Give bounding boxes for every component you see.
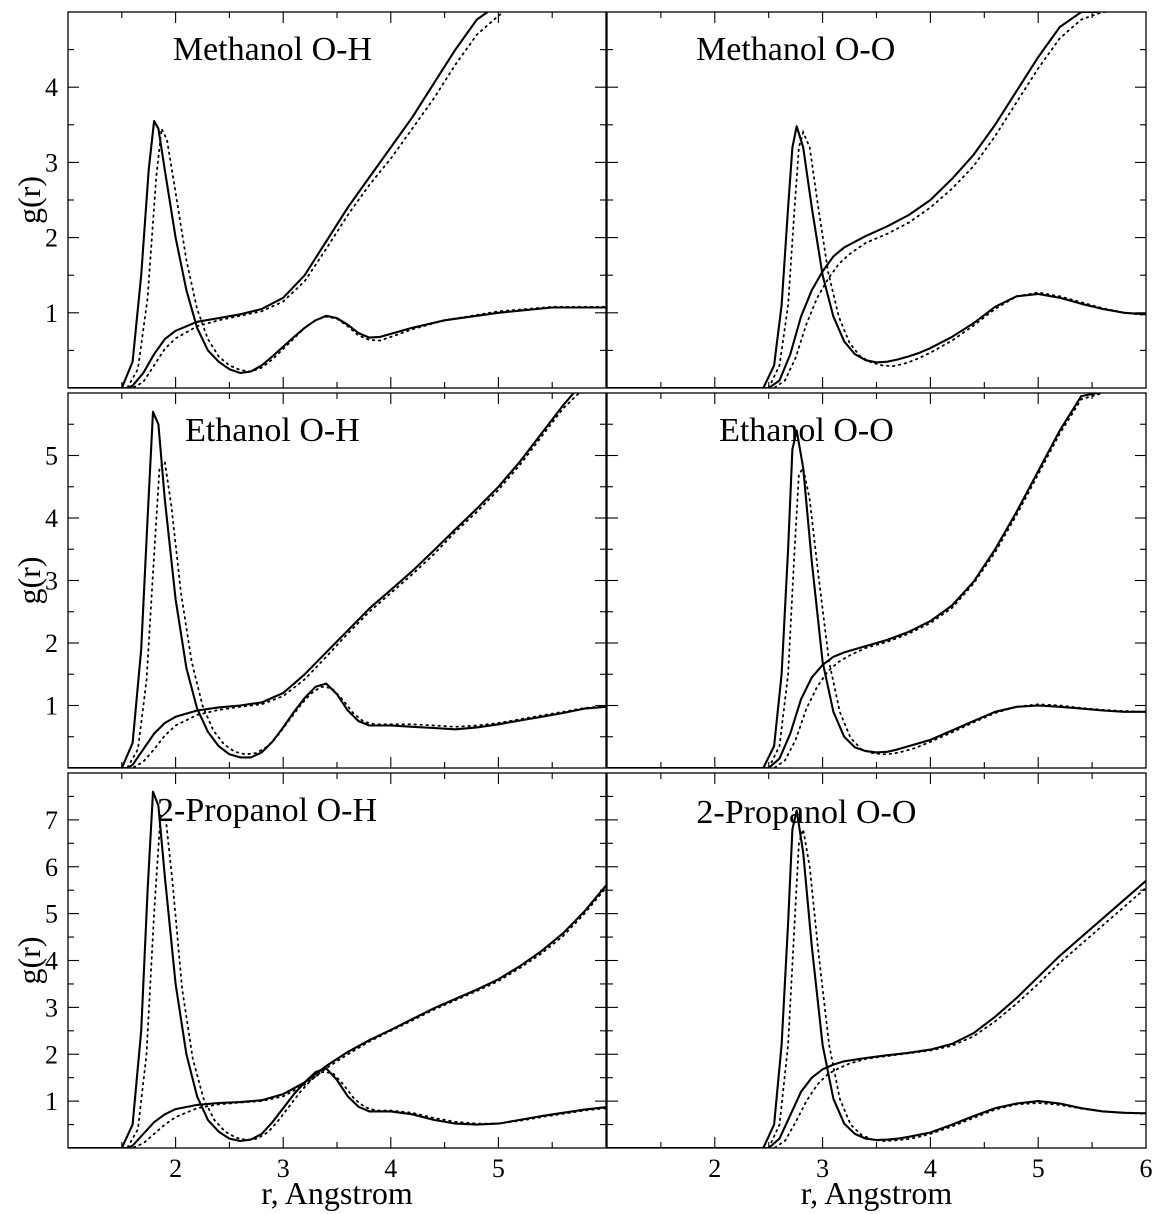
curves [68,790,606,1148]
panel-title: Methanol O-O [696,31,895,68]
panel-frame [67,772,607,1149]
x-tick-label: 3 [277,1154,290,1183]
y-tick-label: 4 [45,947,58,976]
dotted-curve-2 [607,465,1146,768]
dotted-curve-4 [68,886,606,1148]
y-tick-label: 3 [45,567,58,596]
solid-curve-3 [68,884,606,1148]
curves [68,12,606,388]
solid-curve-3 [607,880,1146,1148]
x-tick-label: 5 [492,1154,505,1183]
y-tick-label: 4 [45,504,58,533]
solid-curve-3 [607,393,1098,768]
panel-title: Ethanol O-O [719,412,894,449]
solid-curve-1 [68,790,606,1148]
x-axis-label: r, Angstrom [261,1175,413,1211]
panel-1: 1 2 3 4 Methanol O-H g(r) [11,11,607,389]
y-tick-label: 6 [45,853,58,882]
x-tick-label: 2 [708,1154,721,1183]
x-tick-label: 4 [384,1154,397,1183]
dotted-curve-4 [607,886,1146,1148]
dotted-curve-2 [607,129,1146,388]
curves [607,809,1146,1148]
solid-curve-1 [607,125,1146,388]
solid-curve-1 [607,809,1146,1148]
panel-frame [606,772,1147,1149]
panel-frame [67,392,607,769]
panel-5: 1 2 3 4 5 6 7 2 3 4 5 2-Propanol O-H g(r) r, Angstrom [11,772,607,1211]
solid-curve-3 [68,12,489,388]
panel-title: Methanol O-H [173,31,372,68]
y-axis-label: g(r) [11,557,47,605]
dotted-curve-4 [607,12,1110,388]
y-tick-label: 5 [45,442,58,471]
solid-curve-1 [68,410,606,768]
dotted-curve-2 [68,459,606,768]
dotted-curve-2 [68,813,606,1148]
x-tick-label: 4 [924,1154,937,1183]
panel-3: 1 2 3 4 5 Ethanol O-H g(r) [11,392,607,769]
panel-2: Methanol O-O [606,11,1147,389]
panel-frame [67,11,607,389]
dotted-curve-2 [607,829,1146,1148]
y-tick-label: 2 [45,224,58,253]
y-tick-label: 1 [45,692,58,721]
y-tick-label: 3 [45,148,58,177]
y-tick-label: 2 [45,629,58,658]
y-tick-label: 5 [45,900,58,929]
panel-frame [606,392,1147,769]
panel-6: 2 3 4 5 6 2-Propanol O-O r, Angstrom [606,772,1153,1211]
y-tick-label: 1 [45,299,58,328]
panel-title: Ethanol O-H [185,412,360,449]
solid-curve-1 [68,119,606,388]
curves [607,393,1146,768]
solid-curve-3 [607,12,1098,388]
solid-curve-1 [607,429,1146,768]
panel-frame [606,11,1147,389]
y-tick-label: 3 [45,993,58,1022]
panel-title: 2-Propanol O-H [157,792,377,829]
dotted-curve-4 [68,12,505,388]
y-axis-label: g(r) [11,937,47,985]
y-tick-label: 4 [45,73,58,102]
dotted-curve-4 [607,393,1104,768]
x-axis-label: r, Angstrom [801,1175,953,1211]
y-tick-label: 2 [45,1040,58,1069]
panel-4: Ethanol O-O [606,392,1147,769]
x-tick-label: 6 [1140,1154,1153,1183]
panel-title: 2-Propanol O-O [696,794,916,831]
x-tick-label: 3 [816,1154,829,1183]
y-axis-label: g(r) [11,176,47,224]
curves [68,393,606,768]
x-tick-label: 5 [1032,1154,1045,1183]
y-tick-label: 7 [45,806,58,835]
curves [607,12,1146,388]
solid-curve-3 [68,393,575,768]
y-tick-label: 1 [45,1087,58,1116]
x-tick-label: 2 [169,1154,182,1183]
